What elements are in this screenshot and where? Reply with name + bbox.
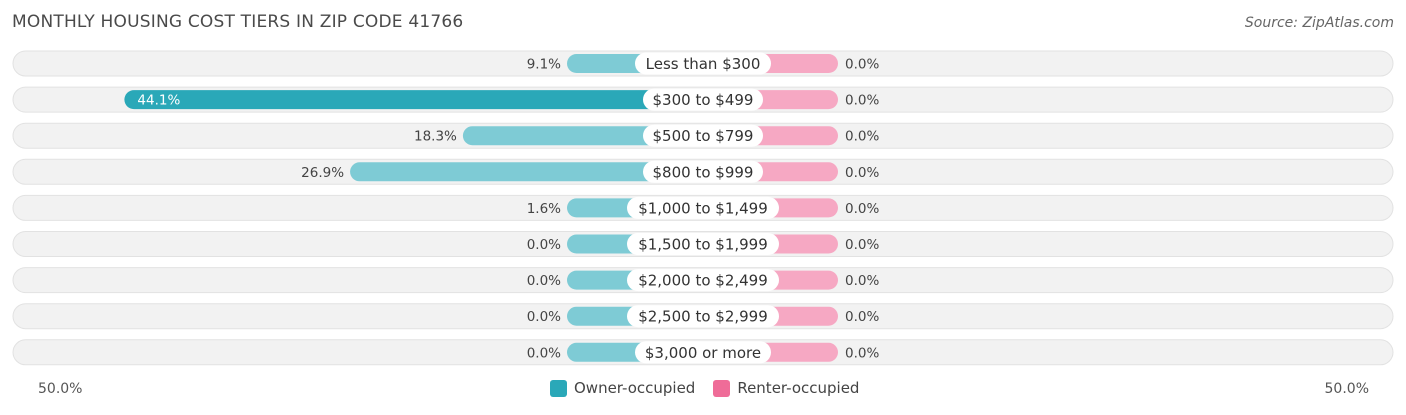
legend-label-owner: Owner-occupied [574, 379, 696, 397]
category-label: $3,000 or more [645, 344, 761, 362]
category-label: $1,000 to $1,499 [638, 199, 768, 217]
category-label-pill [643, 88, 763, 111]
category-label: $1,500 to $1,999 [638, 236, 768, 254]
category-label-pill [627, 196, 779, 219]
legend-item-owner: Owner-occupied [550, 379, 695, 397]
chart-legend: Owner-occupied Renter-occupied [550, 379, 877, 397]
value-label-renter: 0.0% [845, 309, 879, 325]
value-label-renter: 0.0% [845, 93, 879, 109]
value-label-owner: 9.1% [527, 57, 561, 73]
value-label-renter: 0.0% [845, 237, 879, 253]
category-label: $500 to $799 [653, 127, 754, 145]
category-label-pill [643, 160, 763, 183]
category-label: $300 to $499 [653, 91, 754, 109]
legend-item-renter: Renter-occupied [713, 379, 859, 397]
value-label-owner: 0.0% [527, 309, 561, 325]
bar-owner [462, 126, 703, 146]
value-label-renter: 0.0% [845, 201, 879, 217]
category-label-pill [627, 269, 779, 292]
value-label-renter: 0.0% [845, 345, 879, 361]
category-label-pill [643, 124, 763, 147]
category-label-pill [627, 305, 779, 328]
value-label-owner: 0.0% [527, 273, 561, 289]
legend-swatch-renter [713, 379, 731, 397]
legend-label-renter: Renter-occupied [737, 379, 860, 397]
value-label-renter: 0.0% [845, 165, 879, 181]
axis-right-label: 50.0% [1324, 381, 1369, 397]
category-label: $2,500 to $2,999 [638, 308, 768, 326]
value-label-owner: 1.6% [527, 201, 561, 217]
value-label-owner: 0.0% [527, 345, 561, 361]
value-label-renter: 0.0% [845, 273, 879, 289]
axis-left-label: 50.0% [38, 381, 83, 397]
category-label-pill [627, 233, 779, 255]
category-label: $800 to $999 [653, 163, 754, 181]
value-label-owner: 26.9% [301, 165, 344, 181]
value-label-owner: 18.3% [414, 129, 457, 145]
category-label: Less than $300 [646, 55, 761, 73]
chart-title: MONTHLY HOUSING COST TIERS IN ZIP CODE 4… [12, 12, 464, 32]
category-label-pill [635, 52, 771, 75]
value-label-owner: 44.1% [137, 93, 180, 109]
legend-swatch-owner [550, 379, 567, 397]
chart-source: Source: ZipAtlas.com [1244, 15, 1394, 31]
bar-owner [124, 90, 703, 110]
value-label-renter: 0.0% [845, 129, 879, 145]
value-label-owner: 0.0% [527, 237, 561, 253]
category-label-pill [635, 341, 771, 364]
bar-owner [350, 162, 703, 182]
category-label: $2,000 to $2,499 [638, 272, 768, 290]
value-label-renter: 0.0% [845, 57, 879, 73]
